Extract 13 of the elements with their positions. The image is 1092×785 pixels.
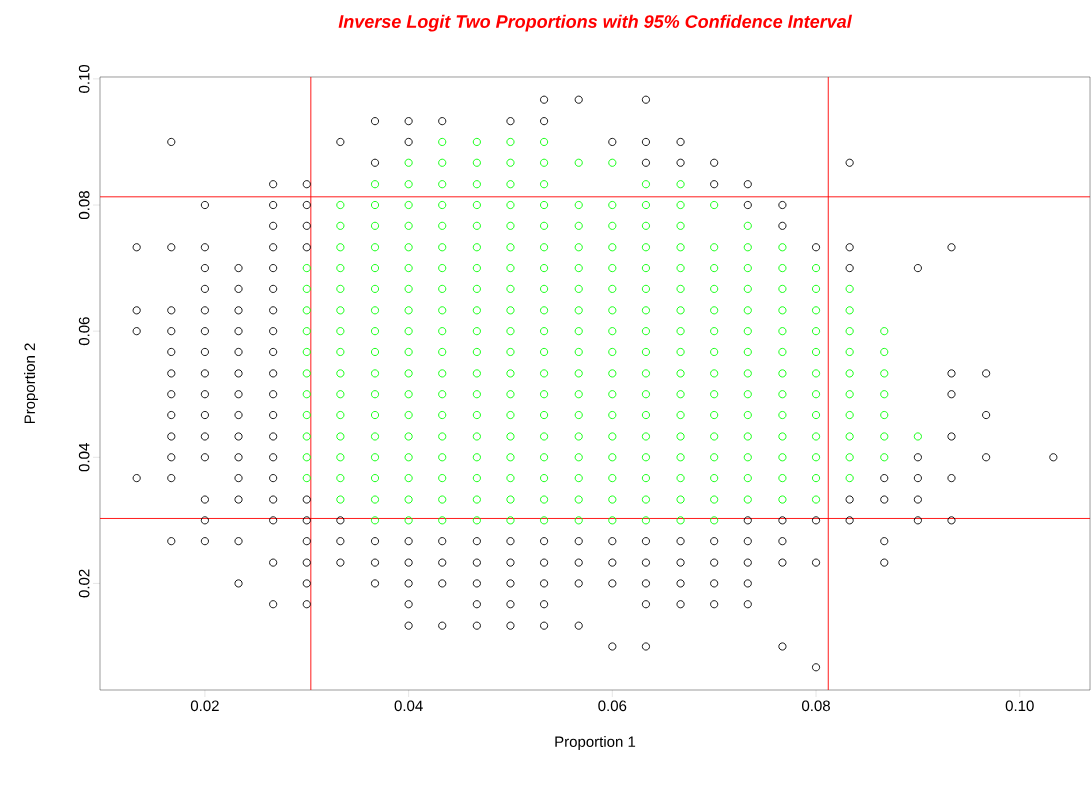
y-tick-label: 0.10 [78, 64, 90, 93]
x-tick-label: 0.06 [598, 700, 627, 712]
x-tick-label: 0.02 [190, 700, 219, 712]
x-tick-label: 0.10 [1005, 700, 1034, 712]
y-tick-label: 0.04 [78, 443, 90, 472]
x-tick-label: 0.08 [802, 700, 830, 712]
x-axis-title: Proportion 1 [555, 735, 636, 750]
y-axis-title: Proportion 2 [24, 343, 39, 424]
y-tick-label: 0.02 [78, 569, 90, 598]
x-tick-label: 0.04 [394, 700, 423, 712]
chart-title: Inverse Logit Two Proportions with 95% Confidence Interval [338, 14, 853, 32]
y-tick-label: 0.06 [78, 317, 90, 346]
y-tick-label: 0.08 [78, 191, 90, 220]
